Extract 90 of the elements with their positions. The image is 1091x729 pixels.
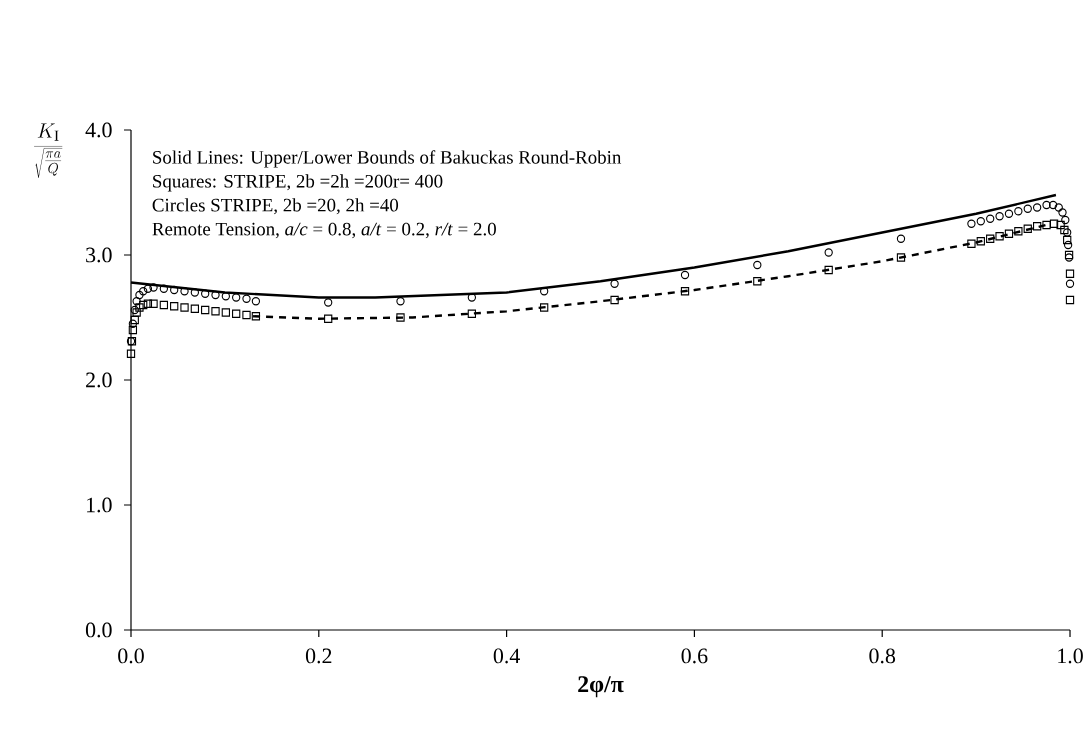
point bbox=[211, 290, 220, 300]
point bbox=[126, 349, 136, 358]
point bbox=[967, 219, 976, 228]
point bbox=[824, 248, 833, 257]
point bbox=[1048, 200, 1058, 210]
point bbox=[201, 305, 210, 315]
point bbox=[1063, 235, 1072, 245]
point bbox=[1033, 203, 1042, 212]
point bbox=[995, 232, 1004, 241]
point bbox=[1054, 203, 1063, 212]
y-axis-title: $\frac{K_\mathrm{I}}{\sqrt{\frac{\pi a}{Q}}}$ bbox=[34, 123, 63, 179]
point bbox=[824, 265, 833, 275]
annotation: Circles STRIPE, 2b =20, 2h =40 bbox=[152, 198, 399, 215]
point bbox=[680, 287, 690, 296]
point bbox=[610, 295, 619, 305]
point bbox=[211, 307, 220, 316]
x-tick-label: 0.2 bbox=[305, 648, 332, 664]
point bbox=[986, 214, 995, 223]
annotation: Squares: STRIPE, 2b =2h =200r= 400 bbox=[153, 174, 443, 192]
y-tick-label: 4.0 bbox=[85, 122, 112, 138]
point bbox=[1023, 224, 1032, 233]
point bbox=[896, 253, 906, 262]
point bbox=[680, 270, 690, 280]
point bbox=[143, 284, 153, 293]
point bbox=[190, 304, 199, 313]
y-tick-label: 1.0 bbox=[87, 497, 112, 513]
point bbox=[1042, 220, 1051, 230]
point bbox=[1058, 208, 1067, 217]
point bbox=[130, 315, 139, 325]
y-tick-label: 0.0 bbox=[85, 622, 112, 638]
x-tick-label: 1.0 bbox=[1058, 648, 1083, 664]
y-tick-label: 2.0 bbox=[86, 372, 112, 388]
point bbox=[976, 237, 985, 246]
point bbox=[396, 297, 405, 306]
x-axis-title: 2φ/π bbox=[578, 676, 624, 698]
point bbox=[149, 299, 158, 308]
point bbox=[1033, 222, 1042, 231]
point bbox=[180, 303, 189, 312]
point bbox=[467, 309, 477, 318]
annotation: Remote Tension, a/c = 0.8, a/t = 0.2, r/t = 2.0 bbox=[152, 222, 496, 239]
point bbox=[1049, 219, 1059, 228]
point bbox=[1065, 295, 1075, 305]
point bbox=[1014, 207, 1023, 216]
point bbox=[1063, 240, 1073, 250]
point bbox=[1065, 279, 1075, 288]
point bbox=[1056, 220, 1065, 230]
y-tick-label: 3.0 bbox=[86, 247, 112, 263]
point bbox=[1042, 200, 1051, 210]
point bbox=[396, 313, 405, 322]
point bbox=[753, 260, 762, 270]
point bbox=[1060, 225, 1069, 235]
point bbox=[1014, 227, 1023, 236]
annotation: Solid Lines: Upper/Lower Bounds of Bakuckas Round-Robin bbox=[153, 150, 622, 168]
point bbox=[753, 277, 762, 286]
point bbox=[159, 300, 169, 310]
point bbox=[132, 297, 141, 306]
point bbox=[201, 289, 210, 298]
point bbox=[324, 298, 333, 307]
point bbox=[242, 310, 251, 320]
point bbox=[324, 314, 333, 323]
point bbox=[1004, 229, 1014, 238]
x-tick-label: 0.0 bbox=[118, 648, 144, 664]
point bbox=[251, 312, 261, 321]
point bbox=[242, 294, 251, 303]
point bbox=[1023, 204, 1032, 213]
point bbox=[128, 325, 138, 335]
point bbox=[1061, 215, 1070, 225]
x-tick-label: 0.4 bbox=[493, 648, 520, 664]
point bbox=[139, 287, 148, 296]
point bbox=[540, 303, 549, 312]
point bbox=[143, 299, 153, 308]
point bbox=[896, 234, 906, 243]
point bbox=[221, 308, 230, 317]
point bbox=[1063, 228, 1072, 237]
x-tick-label: 0.6 bbox=[681, 648, 708, 664]
point bbox=[976, 217, 985, 226]
point bbox=[170, 302, 179, 311]
point bbox=[967, 239, 976, 248]
point bbox=[995, 212, 1004, 221]
x-tick-label: 0.8 bbox=[869, 648, 896, 664]
point bbox=[135, 290, 144, 300]
point bbox=[251, 297, 261, 306]
point bbox=[221, 292, 230, 301]
point bbox=[610, 279, 619, 288]
point bbox=[1065, 269, 1075, 278]
point bbox=[232, 309, 241, 318]
point bbox=[232, 293, 241, 302]
point bbox=[1004, 209, 1014, 218]
point bbox=[986, 234, 995, 243]
point bbox=[170, 285, 179, 295]
